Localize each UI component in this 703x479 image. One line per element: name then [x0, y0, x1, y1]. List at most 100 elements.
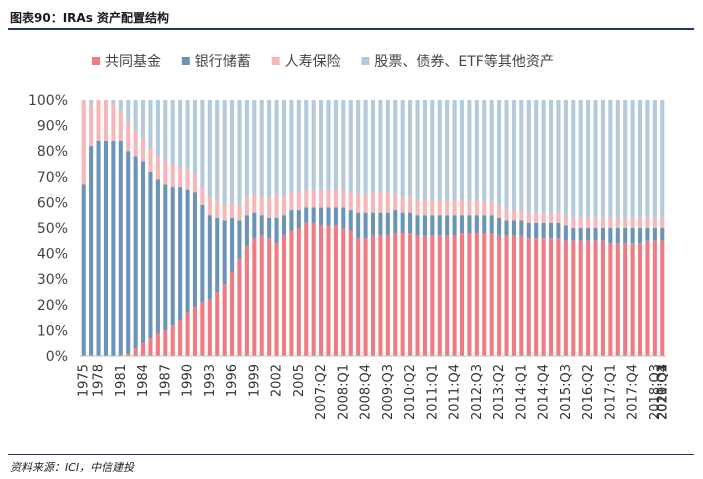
bar-segment [311, 222, 316, 356]
x-tick-label: 1996 [225, 364, 240, 397]
bar-segment [267, 100, 272, 198]
bar-segment [645, 217, 650, 228]
bar-segment [638, 100, 643, 218]
bar-segment [482, 215, 487, 234]
y-tick-label: 50% [37, 221, 68, 237]
bar-segment [185, 169, 190, 190]
x-tick-label: 2011:Q4 [448, 364, 463, 420]
bar-segment [497, 235, 502, 356]
bar-segment [215, 199, 220, 218]
bar-segment [445, 100, 450, 200]
bar-segment [422, 235, 427, 356]
y-tick-label: 90% [37, 119, 68, 135]
bar-segment [215, 292, 220, 356]
bar-segment [237, 220, 242, 259]
bar-segment [511, 220, 516, 236]
bar-segment [81, 100, 86, 185]
bar-segment [400, 233, 405, 356]
bar-segment [192, 174, 198, 193]
bar-segment [541, 100, 546, 213]
bar-segment [222, 220, 227, 285]
x-tick-label: 1981 [114, 364, 129, 397]
bar-segment [281, 235, 287, 356]
bar-segment [608, 228, 613, 244]
bar-segment [274, 194, 279, 218]
bar-segment [393, 100, 398, 195]
x-tick-label: 2018:Q3 [648, 364, 663, 420]
bar-segment [141, 343, 146, 356]
bar-segment [244, 215, 249, 246]
bar-segment [363, 212, 368, 239]
bar-segment [482, 202, 487, 216]
bar-segment [541, 238, 546, 356]
bar-segment [393, 233, 398, 356]
bar-segment [267, 217, 272, 239]
bar-segment [385, 192, 390, 213]
x-tick-label: 2013:Q2 [492, 364, 507, 420]
bar-segment [467, 199, 472, 216]
legend-swatch [181, 57, 190, 65]
bar-segment [482, 233, 487, 356]
source-note: 资料来源：ICI，中信建投 [10, 461, 135, 474]
bar-segment [467, 215, 472, 234]
bar-segment [548, 212, 554, 223]
bar-segment [252, 212, 257, 239]
bar-segment [519, 220, 524, 236]
bar-segment [452, 215, 457, 236]
bar-segment [170, 325, 175, 356]
x-tick-label: 2007:Q2 [314, 364, 329, 420]
bar-segment [519, 210, 524, 221]
bar-segment [593, 228, 598, 241]
bar-segment [534, 212, 539, 223]
bar-segment [452, 199, 457, 216]
bar-segment [497, 217, 502, 236]
bar-segment [511, 100, 516, 211]
bar-segment [548, 222, 554, 239]
bar-segment [563, 225, 568, 241]
y-tick-label: 30% [37, 272, 68, 288]
bar-segment [96, 140, 101, 356]
bar-segment [504, 220, 509, 236]
bar-segment [586, 217, 591, 228]
bar-segment [185, 189, 190, 313]
bar-segment [497, 204, 502, 218]
x-tick-label: 1978 [92, 364, 107, 397]
bar-segment [638, 228, 643, 244]
bar-segment [148, 148, 153, 172]
bar-segment [504, 100, 509, 211]
bar-segment [200, 302, 205, 356]
bar-segment [385, 212, 390, 236]
bar-segment [608, 243, 613, 356]
bar-segment [408, 233, 413, 356]
bar-segment [534, 222, 539, 239]
bar-segment [289, 230, 294, 356]
x-tick-label: 2017:Q4 [626, 364, 641, 420]
bar-segment [281, 197, 287, 216]
bar-segment [638, 243, 643, 356]
bar-segment [474, 233, 479, 356]
bar-segment [118, 140, 123, 356]
bar-segment [586, 240, 591, 356]
bar-segment [237, 100, 242, 205]
bar-segment [400, 197, 405, 213]
bar-segment [578, 228, 583, 241]
bar-segment [89, 105, 94, 147]
x-tick-label: 1984 [136, 364, 151, 397]
bar-segment [623, 217, 628, 228]
bar-segment [296, 100, 301, 193]
bar-segment [215, 100, 220, 200]
bar-segment [311, 207, 316, 223]
x-tick-label: 2010:Q2 [403, 364, 418, 420]
bar-segment [118, 100, 123, 111]
bar-segment [408, 212, 413, 234]
bar-segment [563, 215, 568, 226]
bar-segment [111, 140, 116, 356]
bar-segment [638, 217, 643, 228]
bar-segment [237, 204, 242, 221]
bar-segment [178, 320, 183, 356]
bar-segment [170, 187, 175, 326]
bar-segment [645, 240, 650, 356]
bar-segment [556, 238, 561, 356]
bar-segment [333, 207, 338, 226]
x-tick-label: 2008:Q1 [336, 364, 351, 420]
